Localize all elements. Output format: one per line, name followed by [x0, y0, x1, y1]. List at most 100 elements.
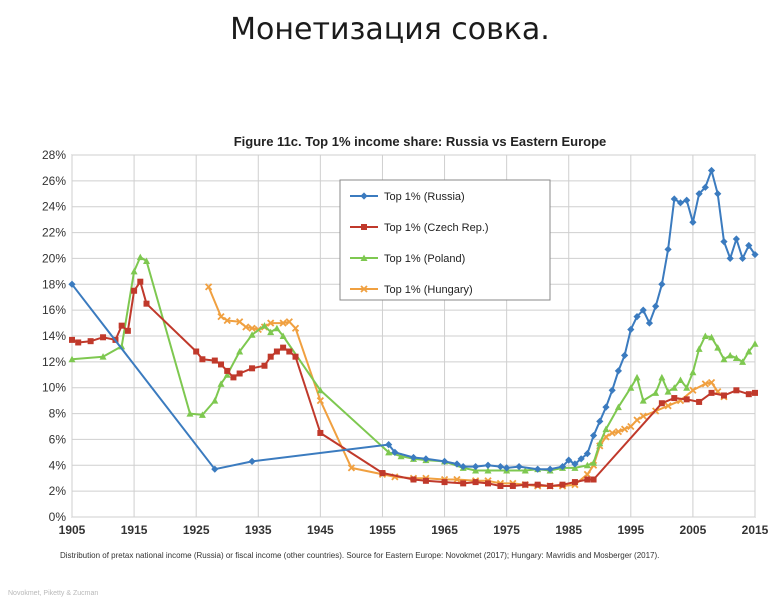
x-tick-label: 1905: [59, 523, 86, 537]
data-point: [738, 254, 747, 263]
chart-legend: Top 1% (Russia) Top 1% (Czech Rep.) Top 1%…: [339, 179, 551, 301]
data-point: [211, 357, 218, 364]
data-point: [137, 278, 144, 285]
data-point: [317, 429, 324, 436]
data-point: [689, 368, 697, 376]
data-point: [68, 280, 76, 288]
y-tick-label: 24%: [42, 200, 66, 214]
data-point: [676, 376, 684, 383]
data-point: [249, 365, 256, 372]
data-point: [230, 374, 237, 381]
data-point: [732, 235, 740, 243]
data-point: [136, 253, 144, 261]
data-point: [627, 325, 635, 334]
y-tick-label: 20%: [42, 251, 66, 265]
data-point: [292, 353, 299, 360]
data-point: [720, 355, 728, 363]
y-tick-label: 26%: [42, 174, 66, 188]
data-point: [633, 313, 641, 321]
data-point: [583, 470, 591, 478]
legend-label: Top 1% (Russia): [384, 191, 465, 203]
data-point: [453, 475, 461, 484]
data-point: [472, 466, 480, 474]
data-point: [664, 388, 672, 395]
data-point: [558, 462, 567, 471]
legend-label: Top 1% (Czech Rep.): [384, 222, 489, 234]
data-point: [143, 257, 151, 265]
data-point: [279, 332, 287, 339]
y-tick-label: 2%: [49, 484, 67, 498]
data-point: [571, 479, 578, 486]
data-point: [422, 455, 430, 463]
data-point: [267, 328, 275, 336]
legend-item: Top 1% (Hungary): [350, 284, 473, 296]
data-point: [714, 190, 722, 198]
data-point: [639, 306, 647, 314]
data-point: [708, 389, 715, 396]
data-point: [285, 318, 293, 326]
data-point: [118, 322, 125, 329]
source-credit: Novokmet, Piketty & Zucman: [8, 590, 99, 597]
data-point: [652, 389, 660, 396]
data-point: [316, 397, 325, 405]
data-point: [733, 387, 740, 394]
data-point: [218, 361, 225, 368]
data-point: [683, 196, 691, 204]
x-tick-label: 1995: [617, 523, 644, 537]
data-point: [521, 466, 529, 474]
data-point: [689, 218, 697, 226]
data-point: [683, 396, 690, 403]
data-point: [267, 319, 275, 327]
data-point: [671, 395, 678, 402]
data-point: [583, 461, 591, 469]
data-point: [236, 370, 243, 377]
y-tick-label: 0%: [49, 510, 67, 524]
data-point: [347, 464, 356, 472]
y-tick-label: 8%: [49, 407, 67, 421]
data-point: [701, 380, 709, 388]
legend-box: [339, 179, 551, 301]
data-point: [391, 448, 399, 456]
data-point: [701, 332, 709, 339]
data-point: [596, 417, 604, 425]
data-point: [279, 319, 287, 327]
data-point: [280, 344, 287, 351]
data-point: [546, 465, 554, 473]
x-tick-label: 2015: [742, 523, 769, 537]
data-point: [627, 384, 635, 391]
data-point: [87, 338, 94, 345]
data-point: [360, 285, 368, 293]
y-tick-label: 4%: [49, 458, 67, 472]
data-point: [639, 397, 647, 404]
data-point: [614, 367, 622, 375]
data-point: [683, 384, 691, 391]
data-point: [583, 450, 591, 458]
data-point: [652, 302, 660, 310]
data-point: [590, 459, 598, 466]
data-point: [316, 386, 324, 394]
data-point: [658, 400, 665, 407]
data-point: [204, 283, 213, 291]
data-point: [565, 456, 573, 464]
data-point: [422, 477, 429, 484]
data-point: [701, 183, 709, 191]
data-point: [664, 402, 672, 410]
x-tick-label: 1945: [307, 523, 334, 537]
data-point: [472, 479, 479, 486]
data-point: [471, 462, 480, 471]
data-point: [217, 312, 225, 321]
chart-footnote: Distribution of pretax national income (…: [60, 551, 660, 560]
data-point: [751, 250, 759, 259]
data-point: [614, 428, 623, 436]
data-point: [658, 280, 666, 288]
data-point: [707, 378, 716, 387]
x-tick-label: 1975: [493, 523, 520, 537]
data-point: [75, 339, 82, 346]
data-point: [658, 373, 666, 381]
data-point: [745, 241, 753, 250]
data-point: [223, 371, 231, 378]
y-tick-label: 10%: [42, 381, 66, 395]
data-point: [385, 448, 393, 456]
data-point: [360, 254, 368, 261]
data-point: [732, 354, 740, 361]
